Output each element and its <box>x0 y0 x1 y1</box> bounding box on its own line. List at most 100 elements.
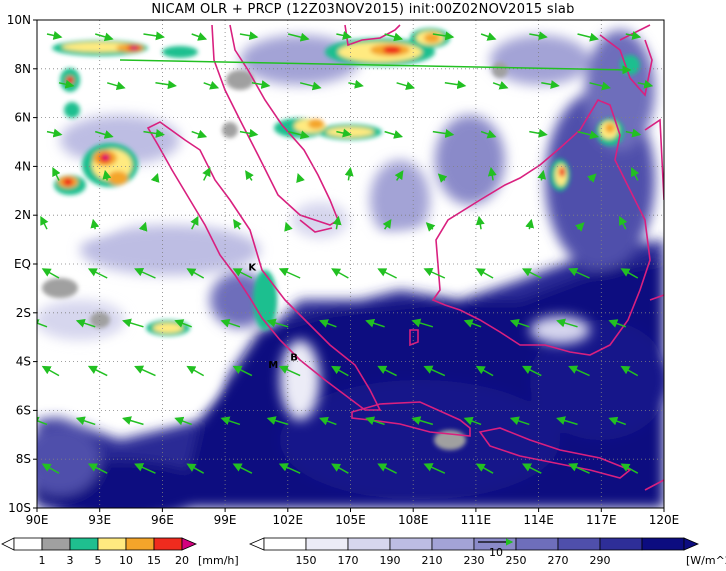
station-marker-m: M <box>268 360 278 371</box>
wind-vector <box>423 463 446 474</box>
wind-vector <box>480 129 497 139</box>
map-title: NICAM OLR + PRCP (12Z03NOV2015) init:00Z… <box>151 2 575 17</box>
olr-colorbar-swatch <box>599 537 643 551</box>
colorbar-arrow-left <box>1 537 15 551</box>
wind-vector <box>95 130 114 139</box>
station-marker-k: K <box>248 262 257 273</box>
wind-vector <box>384 130 404 139</box>
y-axis-ticks: 10S 8S 6S 4S 2S EQ 2N 4N 6N 8N 10N <box>7 13 37 515</box>
precip-colorbar: 1 3 5 10 15 20 [mm/h] <box>1 537 239 567</box>
x-tick-label: 108E <box>398 513 429 527</box>
wind-vector <box>575 222 585 232</box>
wind-vector <box>37 416 48 426</box>
precip-colorbar-label: 15 <box>147 554 161 567</box>
wind-vector <box>37 319 48 328</box>
wind-vector <box>463 319 482 328</box>
wind-vector <box>525 218 535 230</box>
wind-vector <box>365 318 385 328</box>
wind-vector <box>284 221 293 232</box>
wind-vector <box>475 463 494 474</box>
olr-colorbar-unit: [W/m^2] <box>686 554 726 567</box>
wind-vector <box>239 128 259 138</box>
wind-vector <box>220 416 241 426</box>
wind-vector <box>122 416 144 426</box>
wind-vector <box>87 365 108 377</box>
wind-vector <box>58 79 75 89</box>
wind-vector <box>41 365 60 377</box>
wind-vector <box>625 128 642 138</box>
wind-vector <box>377 365 397 377</box>
wind-vector <box>529 31 548 41</box>
wind-vector <box>336 128 352 138</box>
wind-vector <box>287 32 310 42</box>
wind-vector <box>492 81 509 90</box>
wind-vector <box>589 81 611 91</box>
wind-vector <box>87 268 108 279</box>
precip-colorbar-label: 3 <box>67 554 74 567</box>
x-tick-label: 90E <box>26 513 49 527</box>
precip-colorbar-swatch <box>97 537 127 551</box>
wind-vector <box>134 463 156 474</box>
precip-colorbar-swatch <box>13 537 43 551</box>
olr-colorbar-label: 270 <box>548 554 569 567</box>
wind-vector <box>150 172 160 183</box>
wind-vector <box>190 215 199 230</box>
wind-vector <box>287 130 310 140</box>
olr-colorbar-swatch <box>557 537 601 551</box>
precip-colorbar-label: 20 <box>175 554 189 567</box>
wind-vector <box>423 267 446 279</box>
wind-vector <box>186 365 205 377</box>
wind-vector <box>174 319 192 328</box>
wind-vector <box>336 31 352 40</box>
olr-colorbar-swatch <box>641 537 685 551</box>
wind-vector <box>318 319 337 328</box>
wind-vector <box>296 172 305 183</box>
olr-colorbar-swatch <box>347 537 391 551</box>
x-tick-label: 105E <box>335 513 366 527</box>
wind-vector <box>87 463 108 474</box>
precip-colorbar-label: 1 <box>39 554 46 567</box>
olr-colorbar-swatch <box>389 537 433 551</box>
wind-vector <box>423 365 446 377</box>
wind-vector <box>577 130 599 140</box>
olr-colorbar-swatch <box>263 537 307 551</box>
olr-colorbar-label: 170 <box>338 554 359 567</box>
wind-vector <box>332 215 342 230</box>
wind-vector <box>278 267 301 279</box>
wind-vector <box>521 268 542 279</box>
wind-vector <box>220 318 241 328</box>
wind-vector <box>232 268 253 279</box>
olr-colorbar-swatch <box>305 537 349 551</box>
wind-vector <box>568 267 590 279</box>
wind-vector <box>46 128 63 138</box>
wind-vector <box>394 170 404 181</box>
olr-colorbar-swatch <box>515 537 559 551</box>
wind-vector <box>186 463 205 474</box>
wind-vector <box>46 31 63 40</box>
wind-vector <box>608 319 627 328</box>
wind-vector <box>608 416 627 426</box>
wind-vector <box>587 173 597 183</box>
grid-lines <box>37 20 664 508</box>
olr-colorbar-label: 290 <box>590 554 611 567</box>
y-tick-label: 8N <box>14 62 31 76</box>
precip-colorbar-swatch <box>41 537 71 551</box>
wind-vector <box>278 365 301 377</box>
wind-vector <box>75 416 96 426</box>
wind-vector <box>541 80 560 89</box>
precip-colorbar-label: 10 <box>119 554 133 567</box>
y-tick-label: 2N <box>14 208 31 222</box>
wind-vector <box>521 365 542 377</box>
wind-vector <box>52 167 61 181</box>
wind-vector <box>480 32 497 41</box>
wind-vector <box>143 31 165 41</box>
wind-vector <box>463 416 482 426</box>
wind-vector <box>509 416 530 426</box>
wind-vector <box>41 268 60 279</box>
wind-vector <box>75 318 96 328</box>
wind-vector <box>521 463 542 474</box>
wind-vector <box>90 218 100 230</box>
wind-vector <box>239 31 259 41</box>
wind-vector <box>134 267 156 279</box>
